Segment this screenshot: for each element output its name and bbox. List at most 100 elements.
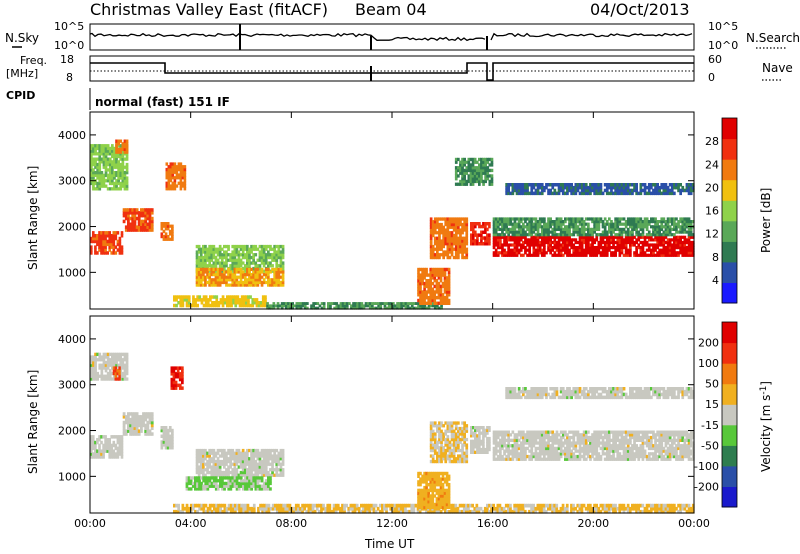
heatmap-cell xyxy=(471,166,475,170)
heatmap-cell xyxy=(513,248,517,252)
heatmap-cell xyxy=(685,220,689,224)
heatmap-cell xyxy=(250,283,253,287)
heatmap-cell xyxy=(664,248,668,252)
heatmap-cell xyxy=(446,233,450,238)
heatmap-cell xyxy=(233,244,237,249)
heatmap-cell xyxy=(98,239,101,244)
heatmap-cell xyxy=(150,219,154,224)
heatmap-cell xyxy=(633,243,636,247)
heatmap-cell xyxy=(431,253,435,257)
heatmap-cell xyxy=(417,306,420,310)
heatmap-cell xyxy=(173,181,177,185)
heatmap-cell xyxy=(131,222,135,226)
heatmap-cell xyxy=(486,242,489,246)
heatmap-cell xyxy=(393,503,397,508)
heatmap-cell xyxy=(104,157,108,161)
heatmap-cell xyxy=(511,243,515,247)
heatmap-cell xyxy=(429,233,433,238)
heatmap-cell xyxy=(679,251,682,255)
heatmap-cell xyxy=(167,170,171,174)
cpid-mode: normal (fast) 151 IF xyxy=(95,95,230,109)
heatmap-cell xyxy=(258,244,262,249)
heatmap-cell xyxy=(438,225,441,229)
heatmap-cell xyxy=(263,506,267,511)
heatmap-cell xyxy=(444,250,448,254)
heatmap-cell xyxy=(239,275,243,279)
heatmap-cell xyxy=(446,236,450,240)
heatmap-cell xyxy=(96,452,99,456)
heatmap-cell xyxy=(243,244,247,249)
heatmap-cell xyxy=(446,217,450,221)
heatmap-cell xyxy=(673,217,676,221)
heatmap-cell xyxy=(683,248,687,252)
heatmap-cell xyxy=(543,238,546,242)
heatmap-cell xyxy=(490,177,494,181)
heatmap-cell xyxy=(513,227,517,231)
heatmap-cell xyxy=(164,440,168,444)
heatmap-cell xyxy=(278,503,281,508)
heatmap-cell xyxy=(287,302,290,305)
heatmap-cell xyxy=(624,230,628,234)
heatmap-cell xyxy=(246,448,249,453)
heatmap-cell xyxy=(250,244,253,249)
heatmap-cell xyxy=(431,231,435,235)
heatmap-cell xyxy=(202,270,205,274)
heatmap-cell xyxy=(429,250,433,254)
heatmap-cell xyxy=(114,377,117,381)
heatmap-cell xyxy=(150,211,154,215)
heatmap-cell xyxy=(144,415,148,419)
heatmap-cell xyxy=(194,479,197,483)
heatmap-cell xyxy=(140,211,143,215)
heatmap-cell xyxy=(254,459,258,464)
heatmap-cell xyxy=(572,222,576,226)
heatmap-cell xyxy=(262,255,266,260)
heatmap-cell xyxy=(618,251,622,255)
heatmap-cell xyxy=(443,284,447,289)
heatmap-cell xyxy=(549,235,552,239)
heatmap-cell xyxy=(301,503,304,508)
heatmap-cell xyxy=(257,506,260,511)
heatmap-cell xyxy=(273,273,276,277)
heatmap-cell xyxy=(116,455,120,459)
heatmap-cell xyxy=(444,220,448,224)
heatmap-cell xyxy=(679,188,682,193)
heatmap-cell xyxy=(423,290,426,294)
heatmap-cell xyxy=(271,253,274,257)
heatmap-cell xyxy=(683,220,687,224)
heatmap-cell xyxy=(215,295,219,299)
heatmap-cell xyxy=(229,454,232,458)
heatmap-cell xyxy=(555,240,559,245)
heatmap-cell xyxy=(469,179,473,184)
heatmap-cell xyxy=(218,253,222,257)
heatmap-cell xyxy=(574,253,578,257)
heatmap-cell xyxy=(599,188,603,193)
heatmap-cell xyxy=(119,173,123,177)
heatmap-cell xyxy=(281,462,285,466)
heatmap-cell xyxy=(150,228,154,232)
heatmap-cell xyxy=(666,185,670,190)
power-plot-area xyxy=(90,112,694,309)
heatmap-cell xyxy=(277,451,281,455)
heatmap-cell xyxy=(337,304,341,308)
heatmap-cell xyxy=(200,487,203,491)
heatmap-cell xyxy=(94,371,97,376)
heatmap-cell xyxy=(94,146,97,151)
heatmap-cell xyxy=(102,179,106,183)
heatmap-cell xyxy=(433,301,437,305)
heatmap-cell xyxy=(237,275,241,279)
heatmap-cell xyxy=(214,451,218,455)
heatmap-cell xyxy=(310,306,313,310)
heatmap-cell xyxy=(252,255,255,260)
heatmap-cell xyxy=(179,176,183,180)
heatmap-cell xyxy=(171,446,174,450)
heatmap-cell xyxy=(96,157,99,161)
heatmap-cell xyxy=(267,506,271,511)
heatmap-cell xyxy=(528,217,531,221)
heatmap-cell xyxy=(543,243,546,247)
heatmap-cell xyxy=(267,473,270,477)
heatmap-cell xyxy=(381,503,384,508)
heatmap-cell xyxy=(526,183,529,187)
heatmap-cell xyxy=(100,449,103,453)
heatmap-cell xyxy=(492,217,496,221)
heatmap-cell xyxy=(440,217,443,221)
